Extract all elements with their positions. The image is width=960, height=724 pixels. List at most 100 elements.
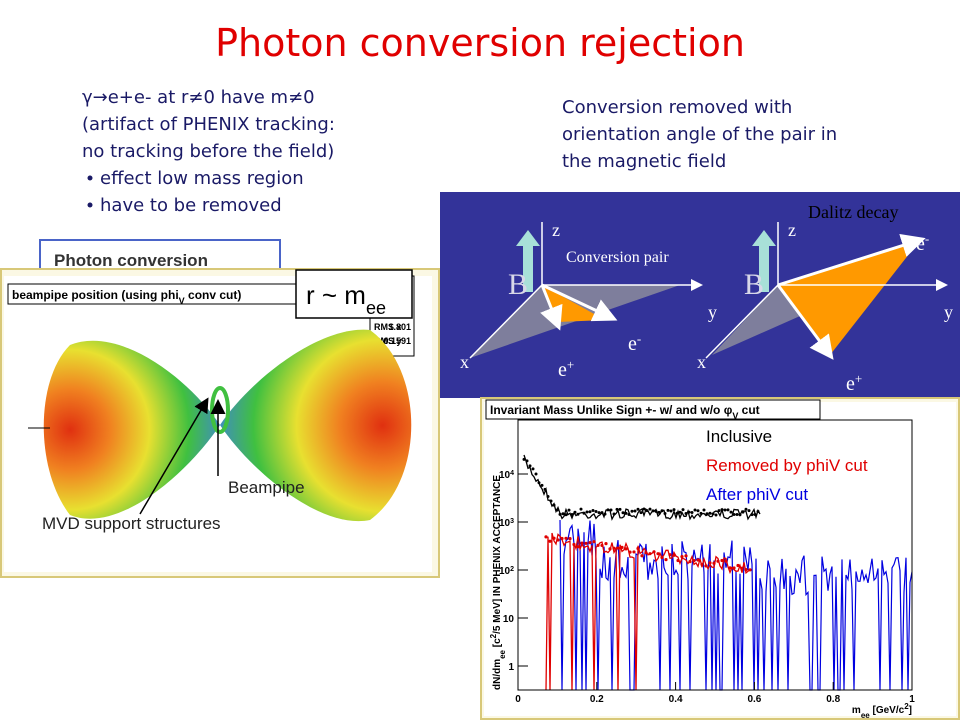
axis-label: y	[944, 302, 953, 322]
x-tick-label: 0.6	[747, 694, 761, 705]
spectrum-point	[726, 508, 730, 512]
spectrum-point	[588, 541, 592, 545]
particle-label: e-	[628, 331, 641, 356]
spectrum-point	[580, 541, 584, 545]
spectrum-point	[692, 559, 696, 563]
spectrum-point	[540, 483, 544, 487]
axis-label: x	[460, 352, 469, 372]
spectrum-point	[628, 550, 632, 554]
spectrum-point	[588, 510, 592, 514]
spectrum-point	[549, 499, 553, 503]
spectrum-point	[568, 536, 572, 541]
plane	[470, 285, 680, 358]
spectrum-point	[696, 558, 700, 562]
spectrum-point	[558, 512, 562, 516]
spectrum-point	[531, 467, 535, 471]
x-tick-label: 0	[515, 694, 521, 705]
spectrum-point	[528, 464, 532, 468]
axis-label: x	[697, 352, 706, 372]
spectrum-point	[564, 513, 568, 517]
spectrum-point	[702, 508, 706, 512]
spectrum-point	[564, 536, 568, 540]
spectrum-point	[591, 509, 595, 513]
spectrum-point	[582, 511, 586, 515]
x-axis	[469, 284, 543, 359]
spectrum-point	[740, 566, 744, 570]
spectrum-point	[544, 535, 548, 539]
spectrum-point	[680, 554, 684, 559]
y-tick-label: 104	[499, 470, 514, 482]
spectrum-point	[652, 550, 656, 554]
track	[776, 284, 834, 360]
text-line: orientation angle of the pair in	[562, 124, 837, 145]
spectrum-point	[640, 554, 644, 558]
spectrum	[523, 454, 761, 521]
spectrum-point	[560, 536, 564, 541]
spectrum-point	[753, 513, 757, 517]
title: Photon conversion rejection	[215, 21, 745, 65]
bullet-text: have to be removed	[100, 195, 282, 216]
spectrum-point	[720, 558, 724, 563]
spectrum-point	[606, 508, 610, 512]
spectrum-point	[663, 512, 667, 516]
spectrum-point	[714, 513, 718, 517]
spectrum-point	[732, 512, 736, 516]
spectrum-point	[546, 495, 550, 499]
spectrum-point	[633, 509, 637, 513]
legend-entry: After phiV cut	[706, 485, 808, 504]
spectrum-point	[676, 558, 680, 563]
bullet-text: effect low mass region	[100, 168, 304, 189]
spectrum-point	[681, 508, 685, 512]
histogram-title: beampipe position (using phiV conv cut)	[12, 288, 241, 306]
spectrum-point	[561, 512, 565, 516]
field-label: B	[508, 268, 528, 301]
spectrum-point	[597, 511, 601, 515]
spectrum-point	[624, 511, 628, 515]
axis-label: y	[708, 302, 717, 322]
stat-value: 0.1591	[383, 336, 411, 346]
spectrum-point	[522, 457, 526, 461]
axes: 0 0.2 0.4 0.6 0.8 1 1 10 102 103 104	[499, 470, 915, 706]
text-line: Conversion removed with	[562, 97, 792, 118]
spectrum-point	[645, 509, 649, 513]
spectrum-point	[642, 507, 646, 511]
y-axis-label: dN/dmee [c2/5 MeV] IN PHENIX ACCEPTANCE	[489, 475, 507, 690]
spectrum-point	[690, 510, 694, 514]
relation: r ~ mee	[306, 280, 386, 318]
spectrum-point	[612, 512, 616, 516]
spectrum-point	[654, 509, 658, 513]
y-tick-label: 1	[508, 662, 514, 673]
spectrum-point	[700, 562, 704, 566]
field-arrow-head	[516, 230, 540, 246]
spectrum-point	[621, 511, 625, 515]
particle-label: e+	[846, 371, 862, 396]
spectrum-point	[525, 459, 529, 463]
track	[540, 284, 563, 331]
legend-entry: Removed by phiV cut	[706, 456, 868, 475]
spectrum-point	[572, 542, 576, 547]
text-line: the magnetic field	[562, 151, 726, 172]
spectrum-point	[705, 512, 709, 516]
text-line: (artifact of PHENIX tracking:	[82, 114, 335, 135]
y-tick-label: 103	[499, 518, 514, 530]
x-tick-label: 0.8	[826, 694, 840, 705]
spectrum-point	[592, 540, 596, 544]
diagrams: z y x B Conversion pair e-e+ z y x B Dalitz decay e…	[460, 202, 953, 395]
bullet	[87, 175, 93, 181]
spectrum-point	[693, 508, 697, 512]
spectrum-point	[651, 509, 655, 513]
spectrum-point	[636, 507, 640, 511]
spectrum-point	[720, 508, 724, 512]
legend-box	[700, 418, 912, 506]
lobe	[220, 329, 412, 522]
spectrum-point	[620, 545, 624, 549]
spectrum-point	[672, 553, 676, 557]
spectrum-point	[729, 510, 733, 514]
spectrum-point	[555, 508, 559, 512]
spectrum-point	[609, 508, 613, 512]
spectrum-point	[748, 568, 752, 572]
spectrum-point	[573, 510, 577, 514]
spectrum-point	[678, 510, 682, 514]
axis-label: z	[552, 220, 560, 240]
